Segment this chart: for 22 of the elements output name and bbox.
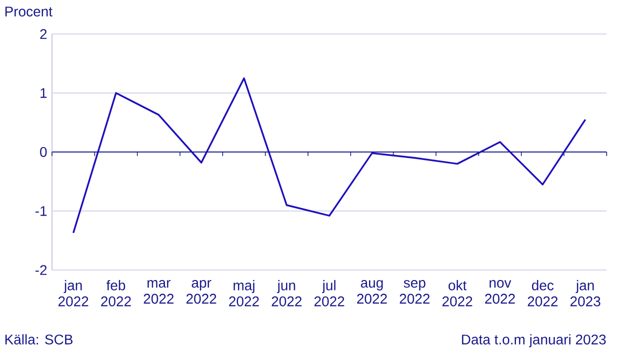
y-tick-label: 2 <box>40 29 47 39</box>
line-series <box>72 77 586 234</box>
y-tick-label: 0 <box>40 147 47 157</box>
y-tick-label: -1 <box>35 206 47 216</box>
x-tick-label: sep 2022 <box>400 280 430 304</box>
x-tick-label: jan 2023 <box>570 280 600 306</box>
x-tick-label: apr 2022 <box>186 280 216 304</box>
y-tick-label: 1 <box>40 88 47 98</box>
x-tick-label: aug 2022 <box>357 280 387 304</box>
x-tick-label: jun 2022 <box>272 280 302 306</box>
text: Källa: SCB <box>5 334 73 344</box>
x-tick-label: feb 2022 <box>101 280 131 306</box>
x-tick-label: jan 2022 <box>58 280 88 306</box>
y-axis-title: Procent <box>5 6 52 16</box>
x-tick-label: okt 2022 <box>442 280 472 306</box>
x-tick-label: nov 2022 <box>485 280 515 304</box>
x-tick-label: maj 2022 <box>229 280 259 306</box>
x-tick-label: mar 2022 <box>144 280 174 304</box>
text: Data t.o.m januari 2023 <box>462 334 606 348</box>
x-tick-label: dec 2022 <box>528 280 558 306</box>
x-tick-label: jul 2022 <box>314 280 344 306</box>
y-tick-label: -2 <box>35 265 47 275</box>
